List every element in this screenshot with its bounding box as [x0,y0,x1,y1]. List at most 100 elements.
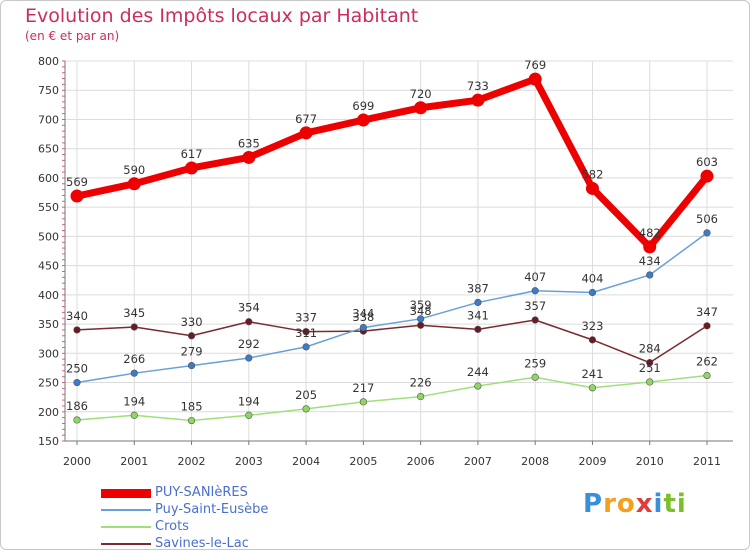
legend-swatch [101,488,151,498]
data-label: 279 [181,345,203,359]
data-point [70,189,84,203]
x-tick-label: 2006 [407,455,435,468]
data-label: 387 [467,281,489,295]
data-point [585,181,599,195]
logo-letter: P [583,489,604,519]
series-line [76,232,708,384]
logo-letter: t [663,489,677,519]
x-tick-label: 2001 [120,455,148,468]
data-point [130,323,138,331]
legend-item: Puy-Saint-Eusèbe [101,502,321,519]
data-point [73,378,81,387]
data-point [474,298,482,307]
plot-area [65,61,733,441]
data-label: 330 [181,315,203,329]
data-label: 217 [352,381,374,395]
data-label: 226 [410,376,432,390]
data-label: 357 [524,299,546,313]
data-point [588,288,597,297]
x-tick-label: 2002 [178,455,206,468]
data-label: 266 [123,352,145,366]
data-point [646,271,654,279]
data-point [302,328,310,336]
legend-item: PUY-SANIèRES [101,485,321,502]
y-tick-label: 250 [38,377,59,390]
data-point [414,101,428,115]
data-point [73,416,81,424]
data-label: 250 [66,362,88,376]
data-point [531,373,539,381]
data-point [356,113,370,127]
data-point [417,392,425,401]
data-point [643,240,657,254]
data-label: 194 [238,394,260,408]
x-tick-label: 2003 [235,455,263,468]
y-tick-label: 500 [38,230,59,243]
data-point [242,150,256,164]
data-label: 769 [524,58,546,72]
legend-label: Crots [155,519,189,534]
data-point [187,361,196,370]
y-tick-label: 300 [38,347,59,360]
data-label: 345 [123,306,145,320]
x-tick-label: 2000 [63,455,91,468]
legend-label: PUY-SANIèRES [155,485,248,500]
y-tick-label: 350 [38,318,59,331]
logo-letter: r [603,489,617,519]
data-label: 251 [639,361,661,375]
data-point [528,72,542,86]
data-point [302,343,310,351]
data-point [245,411,253,419]
legend-label: Puy-Saint-Eusèbe [155,502,269,517]
data-point [588,384,597,392]
data-label: 241 [581,367,603,381]
data-point [359,323,367,332]
data-label: 205 [295,388,317,402]
y-tick-label: 650 [38,143,59,156]
data-label: 262 [696,355,718,369]
data-point [474,325,482,333]
legend-swatch [101,526,151,528]
data-point [474,382,482,390]
data-point [531,287,539,295]
data-label: 185 [181,400,203,414]
chart-subtitle: (en € et par an) [25,29,120,43]
x-tick-label: 2005 [349,455,377,468]
y-tick-label: 800 [38,55,59,68]
legend-label: Savines-le-Lac [155,536,249,550]
series-line [76,75,710,251]
series-line [76,319,708,364]
x-tick-label: 2004 [292,455,320,468]
data-label: 292 [238,337,260,351]
data-point [700,169,714,183]
data-point [471,93,485,107]
data-label: 284 [639,342,661,356]
data-point [245,318,253,326]
data-label: 677 [295,112,317,126]
data-label: 194 [123,394,145,408]
logo-letter: x [635,489,654,519]
y-tick-label: 400 [38,289,59,302]
series-line [76,374,708,422]
data-label: 407 [524,270,546,284]
legend-swatch [101,543,151,545]
chart-legend: PUY-SANIèRES Puy-Saint-Eusèbe Crots Savines… [101,485,321,550]
data-label: 340 [66,309,88,323]
data-label: 354 [238,301,260,315]
data-point [130,411,138,419]
x-tick-label: 2008 [521,455,549,468]
legend-item: Savines-le-Lac [101,536,321,550]
data-label: 720 [410,87,432,101]
y-tick-label: 700 [38,113,59,126]
data-label: 617 [181,147,203,161]
data-point [302,405,310,413]
data-label: 344 [352,307,374,321]
y-tick-label: 200 [38,406,59,419]
data-point [703,229,711,237]
legend-item: Crots [101,519,321,536]
data-label: 259 [524,356,546,370]
data-point [531,316,539,324]
chart-title: Evolution des Impôts locaux par Habitant [25,5,419,27]
data-point [245,354,253,362]
